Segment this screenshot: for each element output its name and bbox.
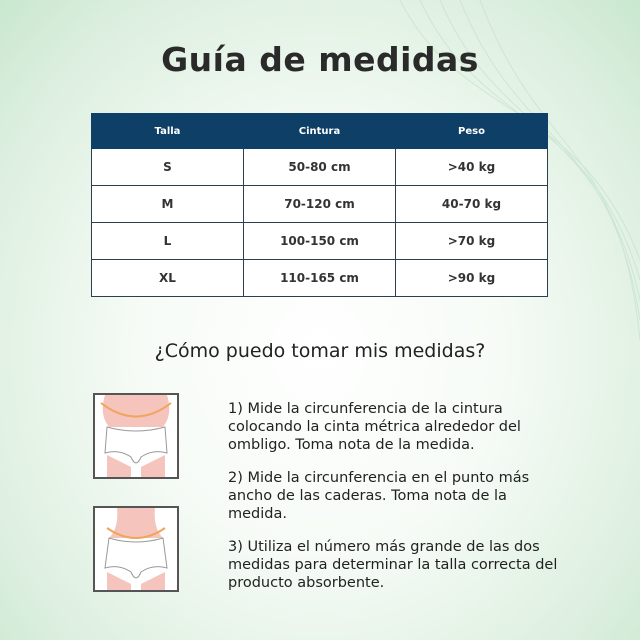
header-cintura: Cintura [243, 113, 396, 149]
cell: S [91, 148, 244, 186]
table-row: S 50-80 cm >40 kg [91, 148, 548, 186]
cell: 110-165 cm [243, 259, 396, 297]
section-subtitle: ¿Cómo puedo tomar mis medidas? [154, 340, 486, 362]
cell: 70-120 cm [243, 185, 396, 223]
step-3: 3) Utiliza el número más grande de las d… [228, 539, 558, 591]
size-table: Talla Cintura Peso S 50-80 cm >40 kg M 70-1… [91, 113, 548, 297]
cell: L [91, 222, 244, 260]
table-header-row: Talla Cintura Peso [91, 113, 548, 149]
hip-measure-illustration [93, 506, 179, 592]
table-row: L 100-150 cm >70 kg [91, 222, 548, 260]
cell: M [91, 185, 244, 223]
step-1: 1) Mide la circunferencia de la cintura … [228, 401, 521, 453]
cell: 100-150 cm [243, 222, 396, 260]
table-row: XL 110-165 cm >90 kg [91, 259, 548, 297]
table-row: M 70-120 cm 40-70 kg [91, 185, 548, 223]
cell: >90 kg [395, 259, 548, 297]
instructions-list: 1) Mide la circunferencia de la cintura … [228, 400, 558, 607]
waist-measure-illustration [93, 393, 179, 479]
step-2: 2) Mide la circunferencia en el punto má… [228, 470, 530, 522]
cell: 50-80 cm [243, 148, 396, 186]
cell: 40-70 kg [395, 185, 548, 223]
cell: >40 kg [395, 148, 548, 186]
page-title: Guía de medidas [161, 40, 479, 79]
header-talla: Talla [91, 113, 244, 149]
cell: >70 kg [395, 222, 548, 260]
header-peso: Peso [395, 113, 548, 149]
cell: XL [91, 259, 244, 297]
